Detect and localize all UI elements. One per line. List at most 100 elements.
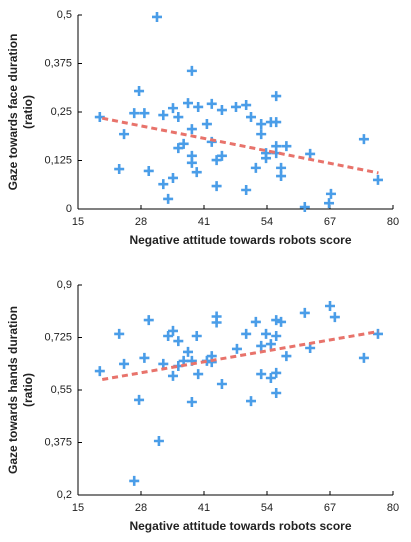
y-tick-label: 0,125 <box>44 154 72 166</box>
point <box>324 198 335 209</box>
point <box>216 105 227 116</box>
point <box>241 100 252 111</box>
point <box>163 193 174 204</box>
y-axis-title: (ratio) <box>21 95 35 129</box>
point <box>211 181 222 192</box>
y-tick-label: 0,375 <box>44 57 72 69</box>
point <box>276 316 287 327</box>
point <box>114 164 125 175</box>
x-tick-label: 54 <box>261 502 273 514</box>
point <box>211 317 222 328</box>
y-axis-title: Gaze towards hands duration <box>6 306 20 474</box>
point <box>271 117 282 128</box>
x-tick-label: 28 <box>135 502 147 514</box>
x-tick-label: 41 <box>198 216 210 228</box>
y-tick-label: 0,25 <box>51 106 72 118</box>
point <box>186 397 197 407</box>
point <box>94 366 105 377</box>
point <box>265 373 276 383</box>
point <box>271 367 282 378</box>
point <box>186 124 197 135</box>
point <box>329 312 340 323</box>
point <box>193 101 204 112</box>
point <box>246 112 257 123</box>
y-tick-label: 0,375 <box>44 436 72 448</box>
point <box>358 352 369 363</box>
point <box>281 351 292 362</box>
x-tick-label: 80 <box>387 502 399 514</box>
point <box>265 339 276 350</box>
point <box>261 328 272 339</box>
point <box>256 369 267 380</box>
x-tick-label: 54 <box>261 216 273 228</box>
x-tick-label: 28 <box>135 216 147 228</box>
point <box>201 119 212 130</box>
x-tick-label: 15 <box>72 502 84 514</box>
x-tick-label: 41 <box>198 502 210 514</box>
point <box>163 331 174 341</box>
point <box>143 315 154 326</box>
point <box>143 165 154 176</box>
point <box>299 307 310 318</box>
point <box>206 357 217 368</box>
point <box>358 134 369 145</box>
point <box>167 370 178 381</box>
point <box>183 98 194 109</box>
x-tick-label: 80 <box>387 216 399 228</box>
x-tick-label: 67 <box>324 216 336 228</box>
y-tick-label: 0,5 <box>57 9 72 21</box>
point <box>114 328 125 339</box>
y-axis-title: Gaze towards face duration <box>6 34 20 191</box>
point <box>129 475 140 486</box>
point <box>119 358 130 369</box>
point <box>178 138 189 149</box>
point <box>325 188 336 199</box>
point <box>191 331 202 341</box>
point <box>183 346 194 357</box>
point <box>119 129 130 140</box>
point <box>139 108 150 119</box>
point <box>246 396 257 407</box>
point <box>173 112 184 123</box>
point <box>250 316 261 327</box>
point <box>186 65 197 76</box>
point <box>271 331 282 341</box>
point <box>158 110 169 121</box>
y-axis-title: (ratio) <box>21 373 35 407</box>
point <box>250 162 261 173</box>
point <box>325 301 335 311</box>
point <box>173 143 184 154</box>
point <box>139 352 150 363</box>
point <box>158 358 169 369</box>
trend-line <box>101 116 379 175</box>
point <box>158 179 169 190</box>
point <box>241 184 252 195</box>
point <box>151 11 162 22</box>
point <box>193 369 204 380</box>
point <box>186 157 197 168</box>
chart: 0,2 0,375 0,55 0,725 0,9 15 28 41 54 67 80 Negative… <box>6 279 399 533</box>
point <box>134 394 145 405</box>
point <box>256 340 267 351</box>
point <box>153 436 164 446</box>
point <box>173 336 184 347</box>
point <box>216 379 227 389</box>
y-tick-label: 0,55 <box>51 384 72 396</box>
point <box>299 202 310 213</box>
point <box>129 108 140 119</box>
point <box>256 129 267 140</box>
y-tick-label: 0 <box>66 203 72 215</box>
point <box>305 148 316 159</box>
point <box>211 155 222 166</box>
point <box>276 171 287 182</box>
point <box>230 101 241 112</box>
point <box>216 150 227 161</box>
x-tick-label: 15 <box>72 216 84 228</box>
y-tick-label: 0,725 <box>44 331 72 343</box>
point <box>372 174 383 185</box>
point <box>167 172 178 183</box>
y-tick-label: 0,9 <box>57 279 72 291</box>
point <box>271 315 282 326</box>
point <box>167 103 178 114</box>
